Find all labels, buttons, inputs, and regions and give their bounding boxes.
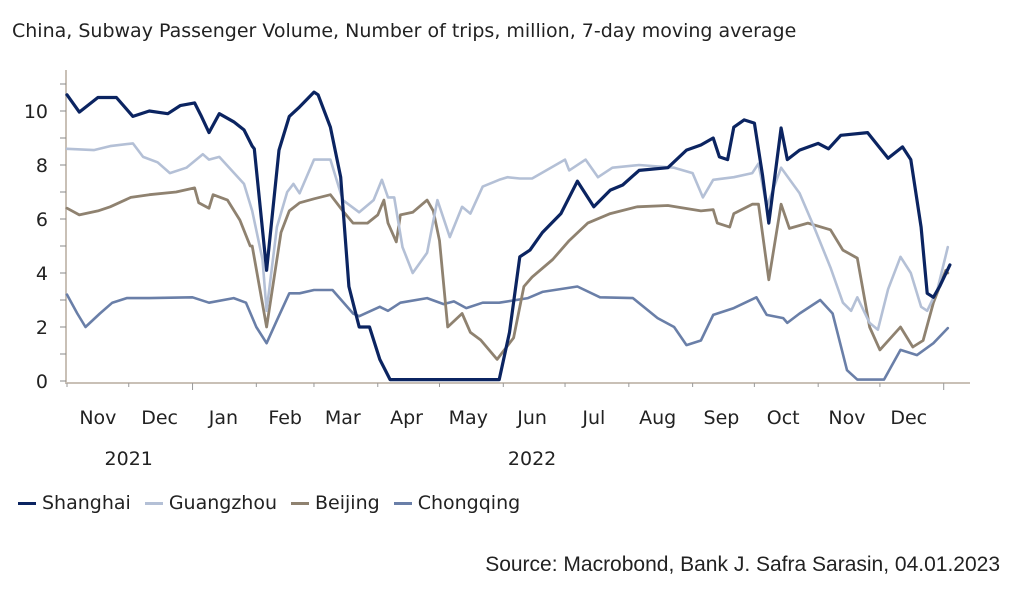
x-tick-label: Dec	[890, 407, 927, 429]
legend-item-beijing: Beijing	[291, 492, 380, 514]
y-tick-label: 4	[36, 263, 48, 285]
x-tick-label: Nov	[828, 407, 865, 429]
series-line-chongqing	[65, 285, 950, 381]
legend-item-chongqing: Chongqing	[393, 492, 521, 514]
x-tick-label: Jun	[516, 407, 547, 429]
x-tick-label: Jul	[581, 407, 605, 429]
series-line-shanghai	[65, 90, 952, 382]
legend-swatch	[144, 501, 163, 505]
legend-label: Chongqing	[417, 492, 521, 514]
y-tick-label: 8	[36, 155, 48, 177]
x-year-label: 2022	[508, 448, 556, 470]
legend-swatch	[393, 501, 412, 505]
y-tick-label: 0	[36, 371, 48, 393]
x-year-label: 2021	[105, 448, 153, 470]
x-tick-label: Nov	[79, 407, 116, 429]
legend: Shanghai Guangzhou Beijing Chongqing	[18, 492, 520, 514]
legend-label: Beijing	[315, 492, 380, 514]
legend-label: Shanghai	[42, 492, 131, 514]
line-chart: 0 2 4 6 8 10 Nov Dec Jan Feb Mar Apr May Jun Jul Aug Sep…	[24, 70, 970, 470]
x-tick-label: Oct	[767, 407, 800, 429]
x-tick-label: Aug	[639, 407, 676, 429]
x-tick-label: May	[449, 407, 488, 429]
source-note: Source: Macrobond, Bank J. Safra Sarasin…	[485, 553, 1000, 576]
y-tick-label: 10	[24, 101, 48, 123]
chart-title: China, Subway Passenger Volume, Number o…	[12, 20, 797, 42]
y-tick-label: 6	[36, 209, 48, 231]
legend-item-guangzhou: Guangzhou	[144, 492, 278, 514]
series-lines	[65, 90, 952, 382]
x-tick-label: Mar	[325, 407, 361, 429]
legend-swatch	[18, 501, 36, 505]
legend-item-shanghai: Shanghai	[18, 492, 131, 514]
legend-label: Guangzhou	[168, 492, 278, 514]
x-tick-label: Jan	[208, 407, 238, 429]
series-line-beijing	[65, 186, 950, 361]
x-tick-label: Sep	[704, 407, 740, 429]
series-line-guangzhou	[65, 142, 950, 331]
y-tick-label: 2	[36, 317, 48, 339]
x-tick-label: Feb	[268, 407, 302, 429]
x-tick-label: Apr	[390, 407, 423, 429]
axes: 0 2 4 6 8 10 Nov Dec Jan Feb Mar Apr May Jun Jul Aug Sep…	[24, 70, 970, 470]
legend-swatch	[291, 501, 310, 505]
x-tick-label: Dec	[141, 407, 178, 429]
